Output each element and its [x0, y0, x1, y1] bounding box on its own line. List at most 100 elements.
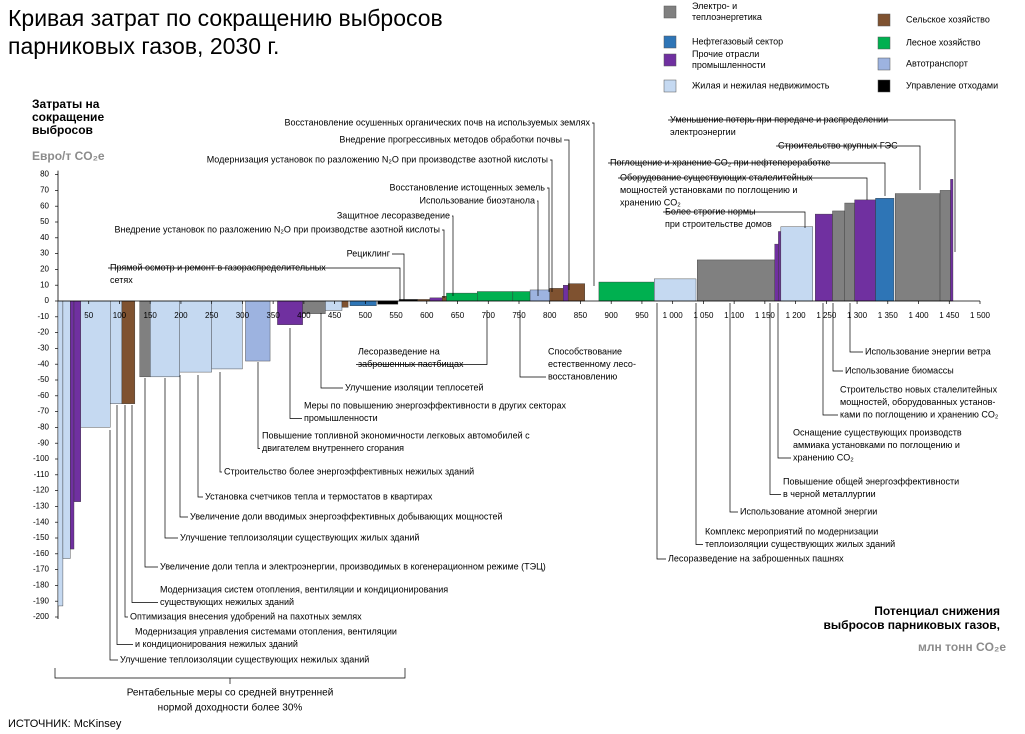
leader-line	[729, 303, 738, 513]
annotation: Использование атомной энергии	[740, 506, 877, 516]
leader-line	[519, 310, 546, 378]
annotation: теплоизоляции существующих жилых зданий	[705, 539, 895, 549]
bar	[325, 300, 343, 311]
annotation: хранению CO₂	[793, 452, 854, 462]
y-tick-label: -120	[33, 486, 50, 495]
annotation: Восстановление осушенных органических по…	[285, 117, 591, 127]
annotation: естественному лесо-	[548, 359, 636, 369]
chart-title: Кривая затрат по сокращению выбросов	[8, 5, 443, 31]
x-tick-label: 900	[605, 311, 619, 320]
annotation: Повышение топливной экономичности легков…	[262, 430, 530, 440]
annotation: Использование биоэтанола	[420, 195, 535, 205]
leader-line	[695, 303, 703, 545]
y-tick-label: 70	[40, 186, 49, 195]
bar	[563, 285, 569, 302]
bar	[245, 300, 271, 362]
bracket-note: нормой доходности более 30%	[158, 702, 303, 714]
annotation: Модернизация систем отопления, вентиляци…	[160, 584, 448, 594]
annotation: Комплекс мероприятий по модернизации	[705, 526, 878, 536]
annotation: Рециклинг	[347, 248, 391, 258]
y-tick-label: -160	[33, 549, 50, 558]
leader-line	[108, 267, 401, 300]
bar	[80, 300, 111, 428]
leader-line	[116, 405, 133, 645]
y-tick-label: -40	[37, 359, 49, 368]
leader-line	[550, 159, 553, 292]
annotation: Повышение общей энергоэффективности	[783, 476, 959, 486]
bar	[939, 190, 951, 302]
annotation: Установка счетчиков тепла и термостатов …	[205, 491, 433, 501]
y-tick-label: -150	[33, 533, 50, 542]
leader-line	[124, 405, 128, 618]
y-tick-label: -80	[37, 423, 49, 432]
leader-line	[289, 328, 302, 419]
legend-label: Управление отходами	[906, 80, 998, 90]
x-tick-label: 650	[451, 311, 465, 320]
x-tick-label: 100	[113, 311, 127, 320]
bar	[62, 300, 71, 559]
bar	[529, 289, 550, 302]
bar	[211, 300, 243, 370]
annotation: Улучшение теплоизоляции существующих неж…	[120, 654, 369, 664]
legend-swatch	[877, 57, 891, 71]
x-tick-label: 150	[144, 311, 158, 320]
leader-line	[356, 310, 488, 365]
leader-line	[547, 187, 550, 292]
y-axis-unit: Евро/т CO₂e	[32, 149, 105, 163]
x-tick-label: 1 350	[878, 311, 899, 320]
annotation: ками по поглощению и хранению CO₂	[840, 409, 999, 419]
bar	[774, 243, 779, 302]
chart-title: парниковых газов, 2030 г.	[8, 33, 279, 59]
legend-swatch	[663, 35, 677, 49]
y-tick-label: 60	[40, 201, 49, 210]
legend-swatch	[877, 79, 891, 93]
y-tick-label: -90	[37, 438, 49, 447]
x-tick-label: 500	[359, 311, 373, 320]
annotation: Улучшение изоляции теплосетей	[345, 382, 484, 392]
leader-line	[219, 372, 222, 473]
bar	[654, 278, 697, 302]
annotation: заброшенных пастбищах	[358, 359, 464, 369]
annotation: Оборудование существующих сталелитейных	[620, 172, 813, 182]
bar	[567, 283, 585, 302]
x-tick-label: 450	[328, 311, 342, 320]
y-tick-label: 40	[40, 233, 49, 242]
legend-label: Лесное хозяйство	[906, 37, 981, 47]
annotation: Оснащение существующих производств	[793, 427, 962, 437]
annotation: Внедрение прогрессивных методов обработк…	[339, 134, 562, 144]
leader-line	[131, 405, 158, 603]
leader-line	[392, 253, 405, 300]
leader-line	[849, 303, 863, 353]
legend-label: Прочие отрасли	[692, 49, 759, 59]
bar	[446, 292, 478, 302]
annotation: промышленности	[304, 413, 378, 423]
bar	[341, 300, 349, 308]
annotation: сетях	[110, 275, 133, 285]
leader-line	[257, 362, 260, 449]
y-tick-label: 20	[40, 265, 49, 274]
annotation: Меры по повышению энергоэффективности в …	[304, 400, 567, 410]
leader-line	[442, 229, 445, 298]
bar	[832, 210, 845, 302]
bar	[73, 300, 81, 502]
bar	[697, 259, 775, 302]
x-tick-label: 1 200	[786, 311, 807, 320]
x-tick-label: 800	[543, 311, 557, 320]
annotation: Строительство крупных ГЭС	[778, 140, 898, 150]
leader-line	[776, 145, 921, 190]
y-tick-label: -100	[33, 454, 50, 463]
x-tick-label: 1 400	[909, 311, 930, 320]
legend-label: Жилая и нежилая недвижимость	[692, 80, 830, 90]
x-tick-label: 1 250	[816, 311, 837, 320]
leader-line	[656, 303, 666, 560]
annotation: Уменьшение потерь при передаче и распред…	[670, 114, 888, 124]
legend-label: Автотранспорт	[906, 58, 968, 68]
y-tick-label: 80	[40, 170, 49, 179]
leader-line	[109, 430, 118, 661]
bar	[57, 300, 64, 607]
annotation: Увеличение доли вводимых энергоэффективн…	[190, 511, 502, 521]
x-tick-label: 1 150	[755, 311, 776, 320]
bracket-note: Рентабельные меры со средней внутренней	[127, 687, 334, 699]
bar	[950, 179, 954, 302]
y-tick-label: 30	[40, 249, 49, 258]
